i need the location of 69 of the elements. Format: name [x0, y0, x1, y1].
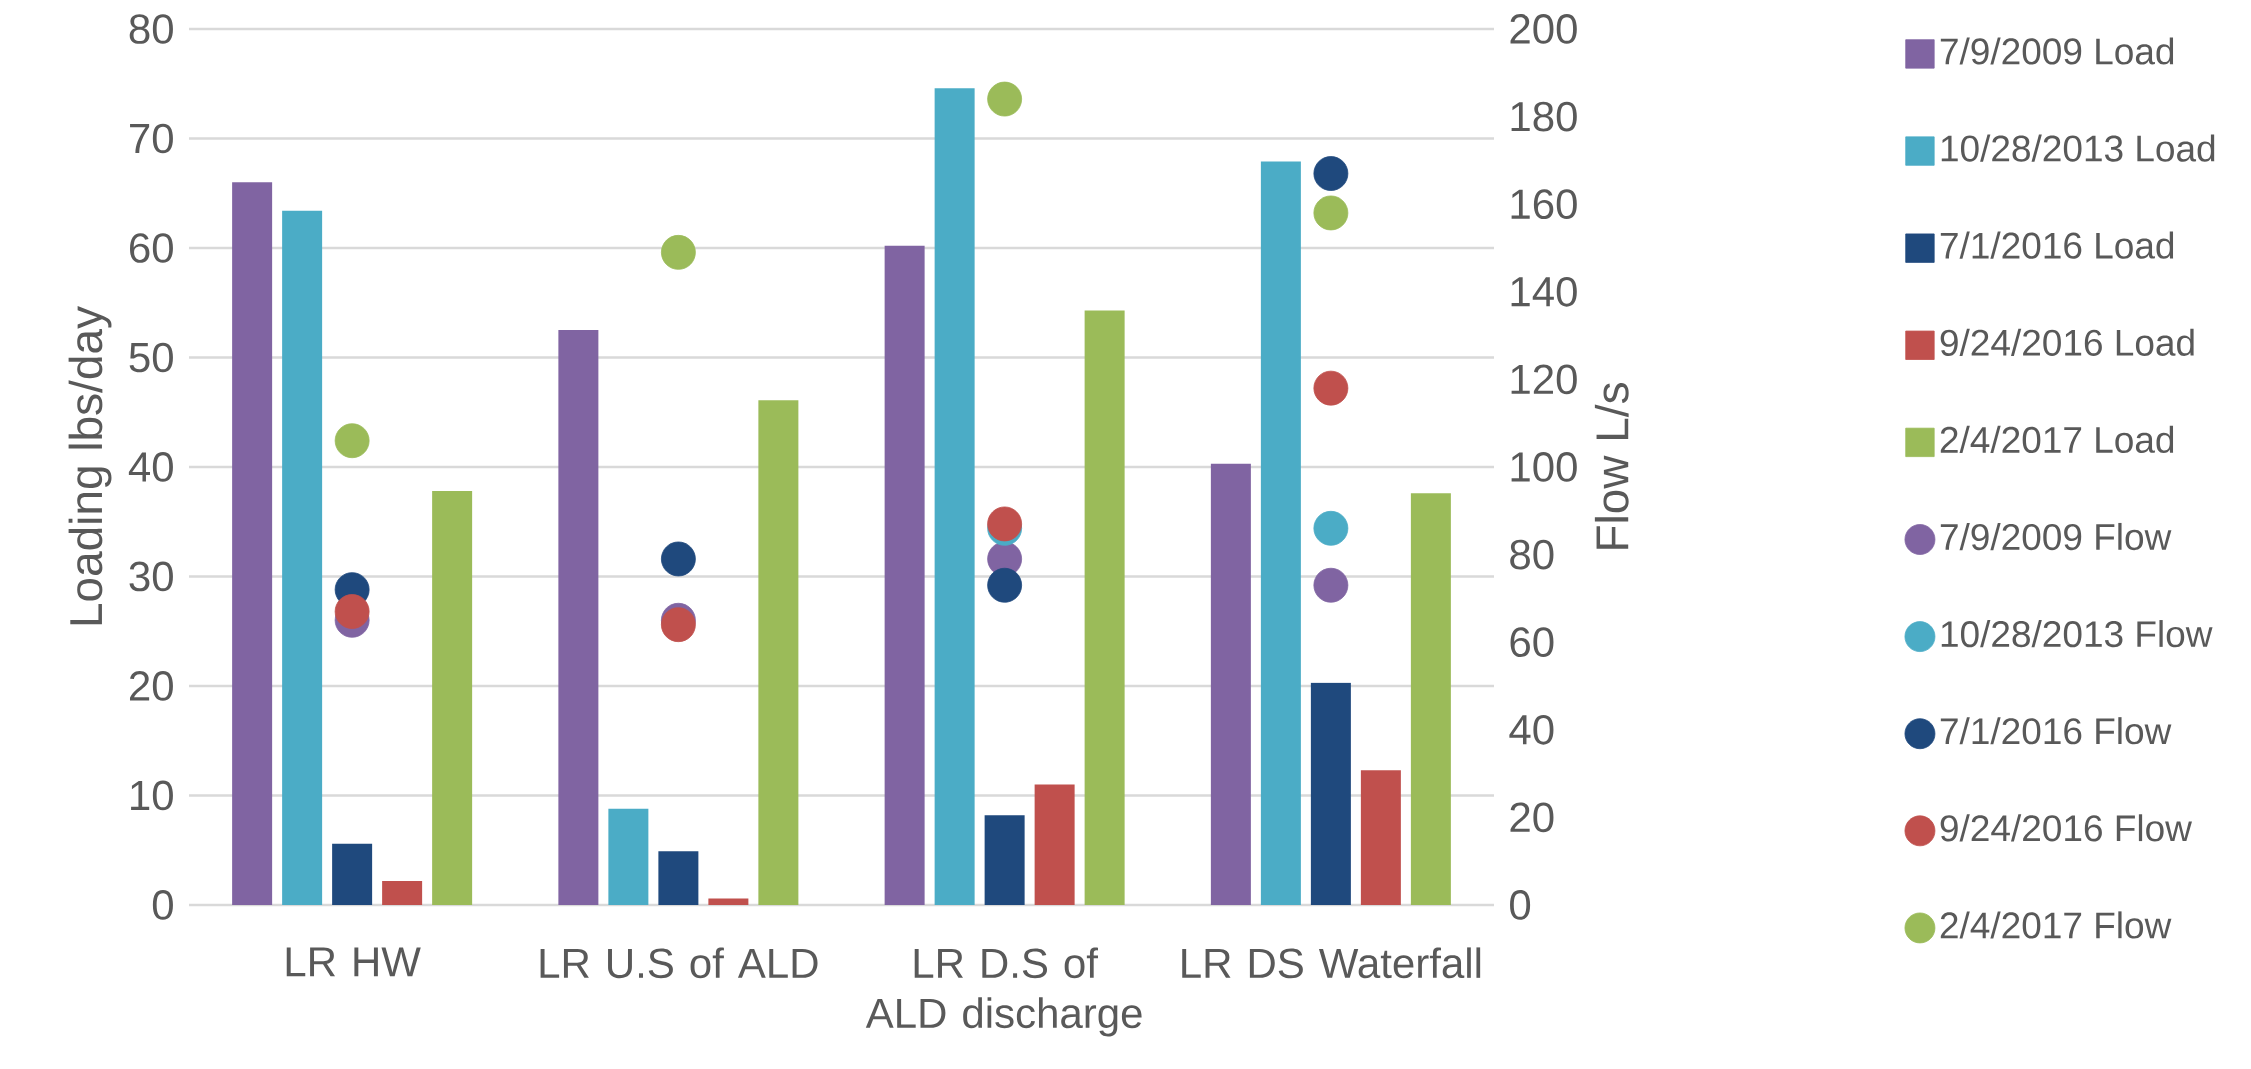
y-axis-title: Loading lbs/day [68, 306, 112, 625]
point [1313, 510, 1349, 546]
point [660, 541, 696, 577]
legend-label: 7/1/2016 Load [1940, 231, 2174, 259]
legend-label: 10/28/2013 Flow [1941, 620, 2213, 648]
y2-tick-label: 40 [1509, 714, 1554, 745]
legend-label: 9/24/2016 Flow [1940, 814, 2192, 842]
bar [758, 400, 799, 905]
legend-label: 7/9/2009 Flow [1940, 522, 2172, 551]
y-tick-label: 10 [131, 780, 173, 811]
y2-tick-label: 100 [1511, 452, 1577, 482]
bar [1360, 770, 1401, 905]
y2-tick-label: 160 [1511, 189, 1577, 220]
y2-tick-label: 140 [1511, 276, 1577, 307]
y-tick-label: 40 [128, 452, 173, 482]
legend-label: 10/28/2013 Load [1941, 134, 2215, 162]
bar [1310, 682, 1351, 905]
bar [884, 245, 925, 905]
y-tick-label: 30 [129, 561, 173, 592]
legend-label: 2/4/2017 Load [1940, 425, 2174, 454]
bar [432, 491, 473, 905]
point [1313, 156, 1349, 191]
bar [1410, 493, 1451, 905]
point [334, 423, 370, 459]
legend-label: 2/4/2017 Flow [1940, 911, 2172, 939]
y2-tick-label: 200 [1510, 14, 1577, 44]
point [334, 594, 370, 629]
y-tick-label: 80 [129, 14, 173, 44]
point [660, 234, 696, 270]
bar [332, 843, 373, 905]
y-tick-label: 50 [129, 342, 173, 373]
bar [382, 880, 423, 905]
y-tick-label: 20 [129, 671, 173, 701]
y-tick-label: 0 [152, 890, 173, 920]
bar [608, 808, 649, 905]
y2-tick-label: 120 [1511, 364, 1577, 395]
bar [558, 330, 599, 905]
point [660, 607, 696, 643]
y2-tick-label: 20 [1510, 802, 1554, 833]
legend-label: 9/24/2016 Load [1940, 328, 2194, 356]
bar [232, 182, 273, 905]
legend-label: 7/1/2016 Flow [1940, 717, 2172, 745]
bar [1034, 784, 1075, 905]
y2-axis-title: Flow L/s [1594, 383, 1629, 549]
x-tick-label: LR D.S of ALD discharge [865, 947, 1142, 1037]
bar [282, 210, 323, 905]
point [987, 81, 1023, 117]
x-tick-label: LR DS Waterfall [1182, 947, 1481, 979]
x-tick-label: LR HW [286, 947, 421, 977]
bar [658, 851, 699, 905]
bar [708, 898, 749, 905]
bar [1084, 310, 1125, 905]
legend-label: 7/9/2009 Load [1940, 37, 2174, 65]
point [1313, 567, 1349, 603]
y2-tick-label: 180 [1511, 101, 1577, 132]
point [987, 567, 1023, 603]
bar [984, 815, 1025, 905]
point [987, 506, 1023, 542]
y-tick-label: 60 [130, 233, 173, 263]
x-tick-label: LR U.S of ALD [540, 947, 818, 979]
y-tick-label: 70 [130, 123, 173, 154]
y2-tick-label: 0 [1510, 890, 1531, 920]
y2-tick-label: 80 [1510, 539, 1554, 570]
bar [1210, 463, 1251, 905]
y2-tick-label: 60 [1510, 627, 1554, 658]
bar [934, 88, 975, 905]
bar [1260, 161, 1301, 905]
point [1313, 195, 1349, 231]
point [1313, 370, 1349, 406]
